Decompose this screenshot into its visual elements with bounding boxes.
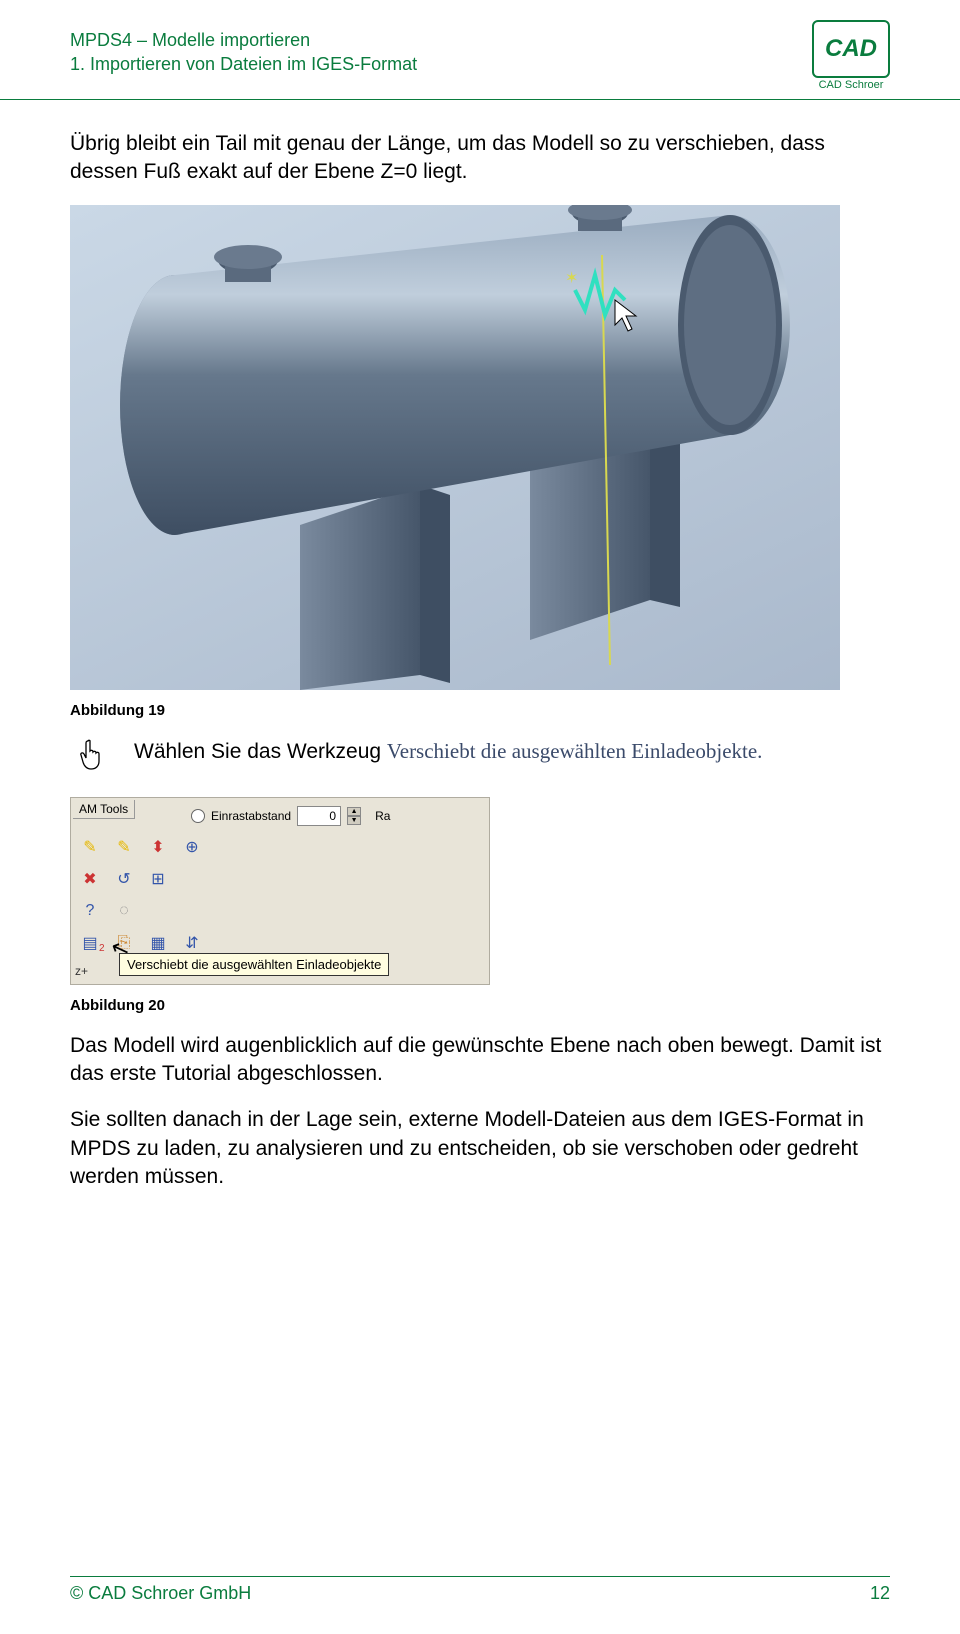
tool-icon-7[interactable] <box>179 866 205 892</box>
toolbar-tab[interactable]: AM Tools <box>73 800 135 819</box>
tooltip: Verschiebt die ausgewählten Einladeobjek… <box>119 953 389 976</box>
page-header: MPDS4 – Modelle importieren 1. Importier… <box>0 0 960 100</box>
tool-icon-6[interactable]: ⊞ <box>145 866 171 892</box>
right-label: Ra <box>375 809 390 823</box>
snap-value-input[interactable]: 0 <box>297 806 341 826</box>
support-left <box>300 485 450 690</box>
page-footer: © CAD Schroer GmbH 12 <box>0 1576 960 1604</box>
instruction-lead: Wählen Sie das Werkzeug <box>134 740 387 763</box>
instruction-tool-name: Verschiebt die ausgewählten Einladeobjek… <box>387 739 763 763</box>
snap-spinner[interactable]: ▲▼ <box>347 807 361 825</box>
figure-20-caption: Abbildung 20 <box>70 997 890 1014</box>
figure-20-toolbar: AM Tools Einrastabstand 0 ▲▼ Ra ✎ ✎ ⬍ ⊕ ✖ ↺ ⊞?… <box>70 797 490 985</box>
paragraph-conclusion: Sie sollten danach in der Lage sein, ext… <box>70 1106 890 1191</box>
footer-page-number: 12 <box>870 1583 890 1604</box>
tool-icon-11[interactable] <box>179 898 205 924</box>
instruction-row: Wählen Sie das Werkzeug Verschiebt die a… <box>70 737 890 771</box>
svg-text:✶: ✶ <box>565 270 578 287</box>
hand-pointer-icon <box>78 739 104 771</box>
footer-copyright: © CAD Schroer GmbH <box>70 1583 251 1604</box>
figure-19-caption: Abbildung 19 <box>70 702 890 719</box>
instruction-text: Wählen Sie das Werkzeug Verschiebt die a… <box>134 737 762 766</box>
tool-icon-10[interactable] <box>145 898 171 924</box>
tool-icon-2[interactable]: ⬍ <box>145 834 171 860</box>
badge-2: 2 <box>99 943 105 954</box>
tool-icon-0[interactable]: ✎ <box>77 834 103 860</box>
tool-icon-5[interactable]: ↺ <box>111 866 137 892</box>
snap-label: Einrastabstand <box>211 809 291 823</box>
logo-caption: CAD Schroer <box>819 79 884 91</box>
logo: CAD CAD Schroer <box>812 20 890 91</box>
tool-grid: ✎✎⬍⊕✖↺⊞?◌▤⎘▦⇵ <box>77 834 207 958</box>
tool-icon-1[interactable]: ✎ <box>111 834 137 860</box>
header-title-line1: MPDS4 – Modelle importieren <box>70 28 417 52</box>
tool-icon-8[interactable]: ? <box>77 898 103 924</box>
z-axis-label: z+ <box>75 964 88 978</box>
header-title-line2: 1. Importieren von Dateien im IGES-Forma… <box>70 52 417 76</box>
logo-icon: CAD <box>812 20 890 78</box>
tool-icon-4[interactable]: ✖ <box>77 866 103 892</box>
paragraph-intro: Übrig bleibt ein Tail mit genau der Läng… <box>70 130 890 187</box>
snap-radio[interactable] <box>191 809 205 823</box>
tool-icon-3[interactable]: ⊕ <box>179 834 205 860</box>
tool-icon-9[interactable]: ◌ <box>111 898 137 924</box>
figure-19-viewport: ✶ <box>70 205 840 690</box>
paragraph-result: Das Modell wird augenblicklich auf die g… <box>70 1032 890 1089</box>
